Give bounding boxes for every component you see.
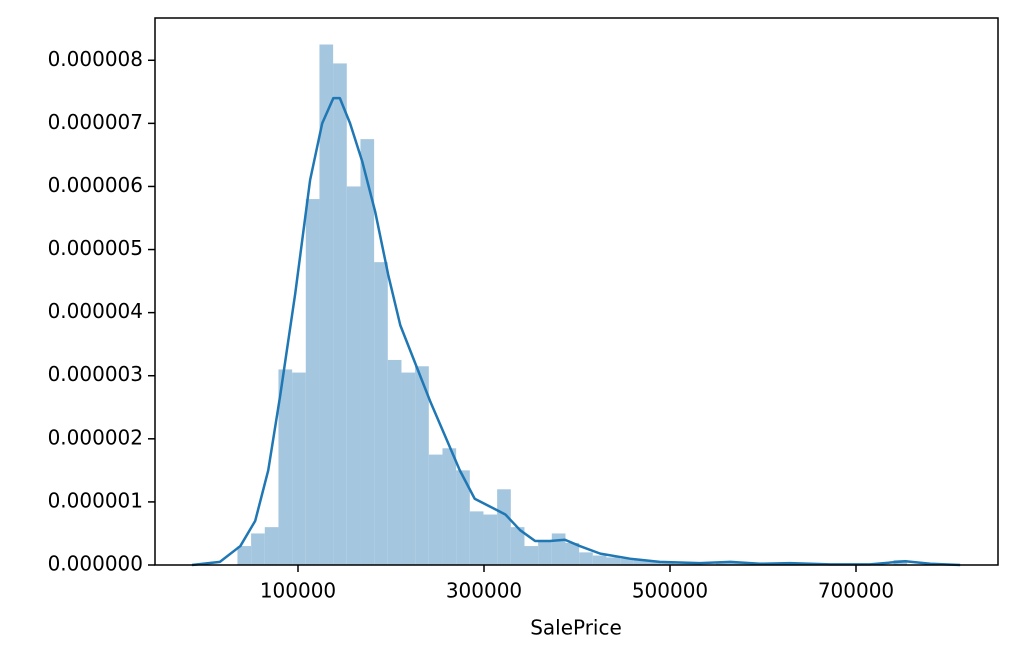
y-tick-label: 0.000001 [48, 488, 143, 512]
x-tick-label: 100000 [260, 579, 336, 603]
y-tick-label: 0.000006 [48, 173, 143, 197]
y-tick-label: 0.000007 [48, 110, 143, 134]
x-tick-label: 500000 [632, 579, 708, 603]
y-tick-label: 0.000003 [48, 362, 143, 386]
y-tick-label: 0.000000 [48, 552, 143, 576]
bar [565, 542, 580, 565]
bar [319, 44, 334, 565]
bar [510, 527, 525, 565]
x-tick-label: 300000 [446, 579, 522, 603]
bar [538, 541, 552, 565]
x-tick-label: 700000 [818, 579, 894, 603]
bar [647, 561, 662, 565]
bar [483, 514, 498, 565]
bar [633, 559, 648, 565]
bar [251, 533, 265, 565]
bar [387, 359, 402, 565]
y-tick-label: 0.000004 [48, 299, 143, 323]
bar [524, 546, 539, 565]
bar [401, 372, 416, 565]
bar [442, 448, 457, 565]
bar [456, 470, 470, 565]
bar [428, 454, 443, 565]
bar [333, 63, 347, 566]
y-tick-label: 0.000002 [48, 425, 143, 449]
bar [715, 561, 730, 565]
x-axis-label: SalePrice [530, 616, 622, 640]
bar [374, 262, 388, 565]
bar [661, 563, 675, 565]
bar [360, 139, 375, 565]
bar [346, 186, 361, 565]
bar [579, 552, 593, 565]
y-tick-label: 0.000008 [48, 47, 143, 71]
bar [497, 489, 511, 565]
bar [592, 555, 607, 565]
bar [551, 533, 566, 565]
kde-line [191, 96, 961, 567]
bar [264, 527, 279, 565]
y-tick-label: 0.000005 [48, 236, 143, 260]
bar [620, 558, 634, 565]
bar [469, 511, 484, 565]
bar [415, 366, 429, 565]
axes-frame [154, 17, 999, 566]
bar [237, 546, 252, 565]
bar [278, 369, 293, 565]
bar [606, 557, 621, 565]
bar [292, 372, 306, 565]
bar [305, 199, 320, 565]
